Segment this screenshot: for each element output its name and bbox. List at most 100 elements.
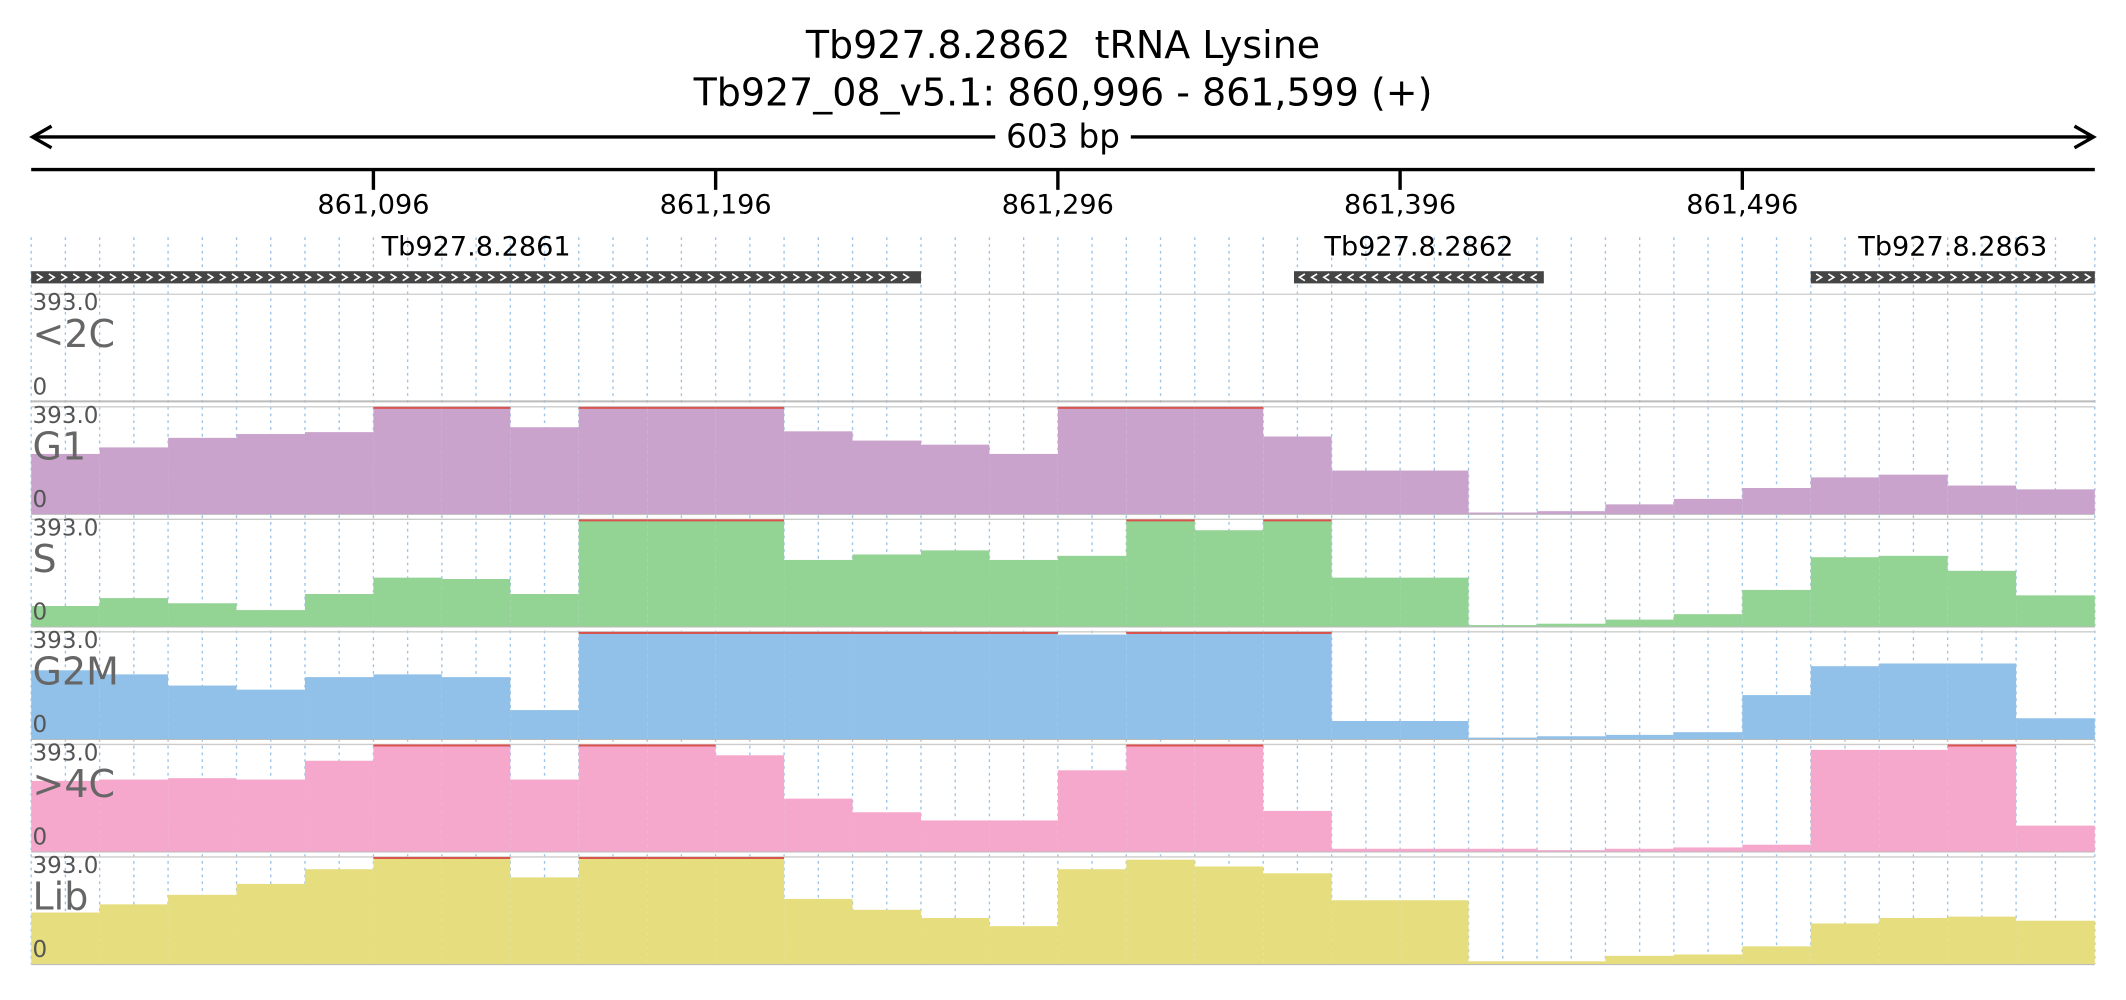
strand-chevron — [146, 273, 154, 282]
strand-chevron — [1346, 273, 1355, 282]
coverage-bar — [920, 917, 990, 965]
strand-chevron — [1310, 273, 1318, 282]
strand-chevron — [158, 273, 166, 282]
strand-chevron — [695, 273, 703, 282]
coverage-bar — [852, 440, 921, 514]
coverage-bar — [31, 605, 100, 627]
coverage-bar — [373, 674, 442, 739]
coverage-bar — [1263, 519, 1332, 627]
gene-label: Tb927.8.2862 — [1323, 232, 1513, 263]
chart-subtitle: Tb927_08_v5.1: 860,996 - 861,599 (+) — [693, 70, 1433, 114]
strand-chevron — [1840, 273, 1848, 282]
coverage-bar — [1400, 577, 1469, 627]
strand-chevron — [1334, 273, 1342, 282]
coverage-bar — [1468, 512, 1537, 514]
strand-chevron — [768, 273, 776, 282]
coverage-bar — [852, 812, 921, 852]
coverage-bar — [441, 677, 511, 739]
coverage-bar — [1468, 737, 1537, 739]
strand-chevron — [72, 273, 81, 282]
strand-chevron — [1383, 273, 1391, 282]
coverage-bar — [304, 760, 374, 852]
strand-chevron — [841, 273, 849, 282]
strand-chevron — [487, 273, 496, 282]
y-tick-label: 393.0 — [33, 740, 99, 766]
strand-chevron — [817, 273, 825, 282]
coverage-bar — [1947, 663, 2017, 739]
strand-chevron — [719, 273, 727, 282]
coverage-bar — [1605, 955, 1674, 965]
y-tick-label: 393.0 — [33, 403, 99, 429]
coverage-bar — [1057, 555, 1127, 627]
strand-chevron — [1888, 273, 1897, 282]
strand-chevron — [1949, 273, 1958, 282]
coverage-bar — [1742, 589, 1811, 627]
strand-chevron — [377, 273, 386, 282]
coverage-bar — [784, 898, 853, 965]
coverage-bar — [1947, 916, 2017, 965]
coverage-bar — [1605, 848, 1674, 852]
strand-chevron — [390, 273, 398, 282]
strand-chevron — [255, 273, 264, 282]
coverage-bar — [578, 856, 648, 965]
coverage-bar — [236, 434, 305, 514]
strand-chevron — [243, 273, 252, 282]
coverage-bar — [1263, 631, 1332, 739]
coverage-bar — [1947, 570, 2017, 627]
coverage-bar — [920, 820, 990, 852]
coverage-bar — [1605, 619, 1674, 627]
coverage-bar — [1810, 477, 1880, 514]
coverage-bar — [647, 631, 716, 739]
coverage-bar — [784, 631, 853, 739]
coverage-bar — [31, 780, 100, 852]
strand-chevron — [463, 273, 471, 282]
coverage-bar — [1194, 406, 1264, 514]
coverage-bar — [1057, 770, 1127, 852]
strand-chevron — [2035, 273, 2043, 282]
track-label: Lib — [33, 874, 89, 918]
strand-chevron — [902, 273, 910, 282]
coverage-bar — [715, 856, 785, 965]
coverage-bar — [1536, 961, 1606, 965]
coverage-bar — [1879, 474, 1948, 514]
coverage-bar — [784, 559, 853, 627]
strand-chevron — [829, 273, 837, 282]
coverage-bar — [1673, 498, 1743, 514]
strand-chevron — [658, 273, 666, 282]
strand-chevron — [1827, 273, 1836, 282]
strand-chevron — [121, 273, 129, 282]
coverage-bar — [989, 926, 1058, 965]
strand-chevron — [1297, 273, 1306, 282]
strand-chevron — [207, 273, 215, 282]
strand-chevron — [1986, 273, 1994, 282]
coverage-bar — [2016, 825, 2095, 852]
strand-chevron — [170, 273, 178, 282]
coverage-bar — [441, 856, 511, 965]
coverage-bar — [1673, 614, 1743, 627]
coverage-bar — [1742, 695, 1811, 739]
coverage-bar — [1947, 485, 2017, 514]
span-label: 603 bp — [1006, 117, 1120, 155]
coverage-bar — [647, 856, 716, 965]
strand-chevron — [2059, 273, 2068, 282]
strand-chevron — [1852, 273, 1860, 282]
gene-bar — [1294, 271, 1544, 284]
y-tick-label: 0 — [33, 599, 48, 625]
strand-chevron — [133, 273, 142, 282]
x-tick-label: 861,096 — [317, 190, 429, 221]
strand-chevron — [2047, 273, 2056, 282]
coverage-bar — [1194, 530, 1264, 627]
strand-chevron — [1864, 273, 1872, 282]
y-tick-label: 0 — [33, 824, 48, 850]
strand-chevron — [499, 273, 508, 282]
coverage-bar — [510, 710, 579, 739]
coverage-bar — [1742, 946, 1811, 965]
coverage-bar — [168, 603, 237, 627]
coverage-bar — [99, 598, 169, 627]
coverage-bar — [1400, 900, 1469, 965]
strand-chevron — [316, 273, 325, 282]
coverage-bar — [510, 779, 579, 852]
coverage-bar — [1331, 848, 1401, 852]
chart-title: Tb927.8.2862 tRNA Lysine — [805, 23, 1320, 67]
